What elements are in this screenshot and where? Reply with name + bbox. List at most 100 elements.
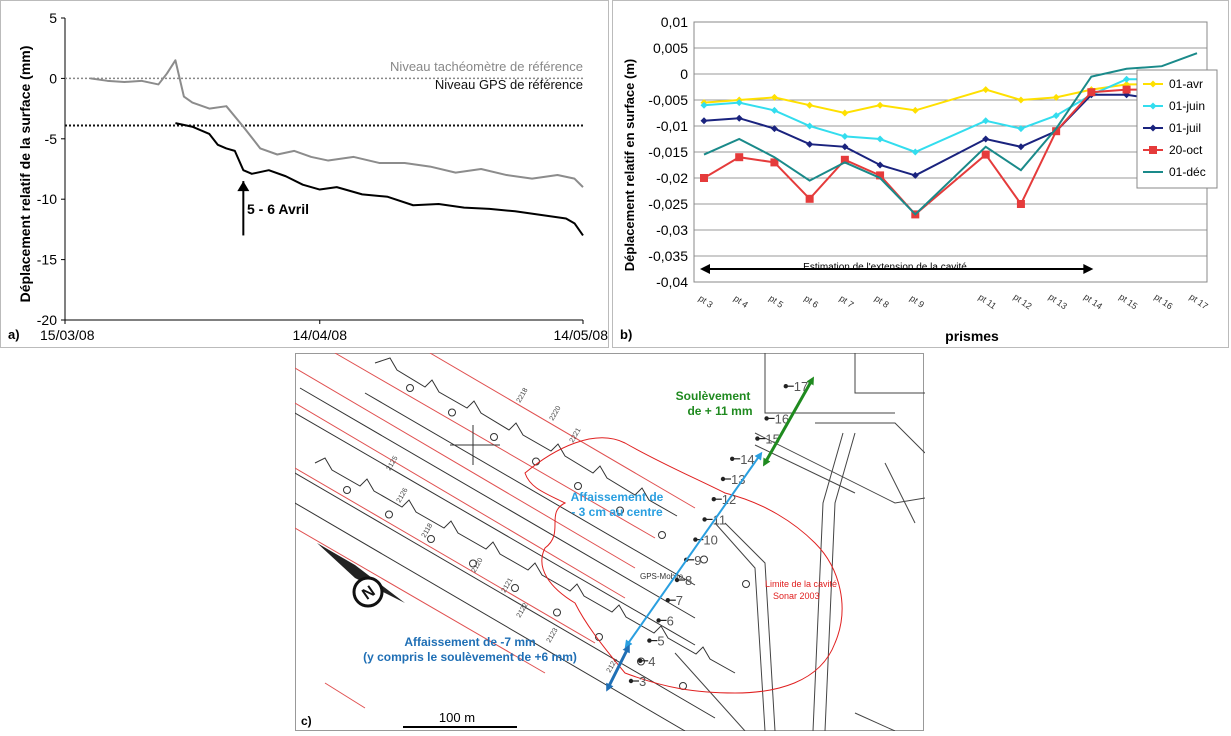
chart-a-ytick-label: 0 bbox=[49, 70, 57, 86]
chart-b-series-line bbox=[703, 93, 1198, 177]
chart-a-xtick-label: 14/04/08 bbox=[293, 327, 348, 343]
chart-b-annotation: Estimation de l'extension de la cavité bbox=[803, 262, 967, 273]
cavity-label-2: Sonar 2003 bbox=[773, 591, 820, 601]
chart-b-ylabel: Déplacement relatif en surface (m) bbox=[622, 59, 637, 271]
uplift-arrow bbox=[763, 376, 814, 467]
building-circle bbox=[469, 559, 477, 568]
chart-a-xtick-label: 14/05/08 bbox=[554, 327, 609, 343]
prism-number: 3 bbox=[639, 674, 646, 689]
building-circle bbox=[700, 555, 708, 564]
chart-b-xlabel: prismes bbox=[945, 328, 999, 344]
chart-b: 0,01 0,005 0 -0,005 -0,01 -0,015 -0,02 -0,025 -0… bbox=[612, 0, 1229, 348]
chart-b-marker bbox=[841, 143, 849, 151]
building-circle bbox=[658, 531, 666, 539]
chart-b-ytick-label: -0,04 bbox=[656, 274, 688, 290]
chart-a-xtick-label: 15/03/08 bbox=[40, 327, 95, 343]
chart-a-ytick-label: -5 bbox=[45, 131, 58, 147]
prism-number: 7 bbox=[676, 593, 683, 608]
chart-b-marker bbox=[770, 125, 778, 133]
chart-b-marker bbox=[876, 135, 884, 143]
chart-b-marker bbox=[1017, 125, 1025, 133]
chart-b-legend-marker bbox=[1149, 102, 1157, 110]
map-panel-label: c) bbox=[301, 714, 312, 728]
scale-label: 100 m bbox=[439, 710, 475, 725]
chart-b-ytick-label: -0,035 bbox=[648, 248, 688, 264]
prism-number: 8 bbox=[685, 573, 692, 588]
red-survey-lines bbox=[294, 352, 696, 709]
chart-b-marker bbox=[700, 101, 708, 109]
chart-b-ytick-label: 0,005 bbox=[653, 40, 688, 56]
chart-b-legend-label: 01-juil bbox=[1169, 121, 1201, 135]
chart-b-marker bbox=[1052, 127, 1061, 136]
chart-a-ytick-label: 5 bbox=[49, 10, 57, 26]
chart-b-marker bbox=[1017, 143, 1025, 151]
map-border bbox=[295, 353, 924, 731]
prism-number: 6 bbox=[667, 613, 674, 628]
chart-b-marker bbox=[1123, 75, 1131, 83]
chart-a-panel-label: a) bbox=[8, 327, 20, 342]
prism-number: 5 bbox=[657, 634, 664, 649]
chart-b-ytick-label: -0,02 bbox=[656, 170, 688, 186]
chart-b-panel-label: b) bbox=[620, 327, 632, 342]
chart-b-marker bbox=[841, 109, 849, 117]
building-circle bbox=[427, 535, 435, 543]
chart-b-series-line bbox=[703, 73, 1198, 216]
chart-b-marker bbox=[876, 171, 885, 180]
chart-b-marker bbox=[911, 171, 919, 179]
chart-b-legend-marker bbox=[1149, 146, 1157, 154]
chart-b-extent-arrowhead-left bbox=[700, 264, 710, 274]
chart-b-marker bbox=[876, 101, 884, 109]
chart-b-legend-marker bbox=[1149, 124, 1157, 132]
subsidence-center-arrow bbox=[624, 451, 763, 649]
panel-a: 5 0 -5 -10 -15 -20 15/03/08 14/04/08 14/05/08 Dé… bbox=[0, 0, 610, 350]
chart-b-ytick-label: 0 bbox=[680, 66, 688, 82]
chart-b-marker bbox=[982, 117, 990, 125]
center-subsidence-label-2: - 3 cm au centre bbox=[571, 505, 663, 519]
chart-b-series-line bbox=[703, 52, 1198, 216]
prism-number: 10 bbox=[703, 533, 717, 548]
chart-b-marker bbox=[735, 153, 744, 162]
center-subsidence-label-1: Affaissement de bbox=[571, 490, 664, 504]
chart-b-marker bbox=[770, 106, 778, 114]
chart-b-marker bbox=[700, 174, 708, 182]
building-circle bbox=[616, 506, 624, 515]
uplift-label: Soulèvement bbox=[676, 389, 751, 403]
chart-a-ytick-label: -10 bbox=[37, 191, 57, 207]
chart-b-marker bbox=[1016, 200, 1025, 208]
chart-b-legend-label: 01-juin bbox=[1169, 99, 1205, 113]
chart-b-marker bbox=[840, 155, 849, 164]
edge-subsidence-label-2: (y compris le soulèvement de +6 mm) bbox=[363, 650, 577, 664]
chart-b-marker bbox=[735, 114, 743, 122]
panel-b-border bbox=[612, 0, 1229, 348]
chart-b-series-line bbox=[703, 78, 1198, 115]
building-circle bbox=[490, 433, 498, 441]
chart-b-marker bbox=[770, 158, 779, 167]
chart-b-marker bbox=[1052, 93, 1060, 101]
ref-line-gps-label: Niveau GPS de référence bbox=[435, 77, 583, 92]
chart-b-legend-label: 01-avr bbox=[1169, 77, 1203, 91]
chart-b-marker bbox=[911, 106, 919, 114]
chart-a-ytick-label: -15 bbox=[37, 252, 57, 268]
building-circle bbox=[553, 608, 561, 617]
chart-b-marker bbox=[805, 194, 814, 203]
ref-line-tacheo-label: Niveau tachéomètre de référence bbox=[390, 59, 583, 74]
building-circle bbox=[448, 408, 456, 417]
chart-b-extent-arrowhead-right bbox=[1083, 264, 1094, 274]
edge-subsidence-label-1: Affaissement de -7 mm bbox=[404, 635, 535, 649]
chart-a-ylabel: Déplacement relatif de la surface (mm) bbox=[17, 46, 33, 303]
subsidence-edge-arrow bbox=[606, 644, 630, 692]
building-circle bbox=[742, 580, 750, 588]
chart-a-annotation-arrowhead bbox=[237, 181, 250, 192]
uplift-value-label: de + 11 mm bbox=[687, 404, 752, 418]
panel-b: 0,01 0,005 0 -0,005 -0,01 -0,015 -0,02 -0,025 -0… bbox=[612, 0, 1230, 350]
chart-b-marker bbox=[841, 132, 849, 140]
chart-b-marker bbox=[806, 101, 814, 109]
chart-a-ytick-label: -20 bbox=[37, 312, 57, 328]
building-circle bbox=[574, 482, 582, 490]
chart-b-marker bbox=[911, 148, 919, 156]
prism-number: 9 bbox=[694, 553, 701, 568]
building-circle bbox=[406, 384, 414, 392]
chart-b-marker bbox=[806, 122, 814, 130]
chart-a-series-line bbox=[90, 59, 584, 188]
chart-b-legend-marker bbox=[1149, 80, 1157, 88]
